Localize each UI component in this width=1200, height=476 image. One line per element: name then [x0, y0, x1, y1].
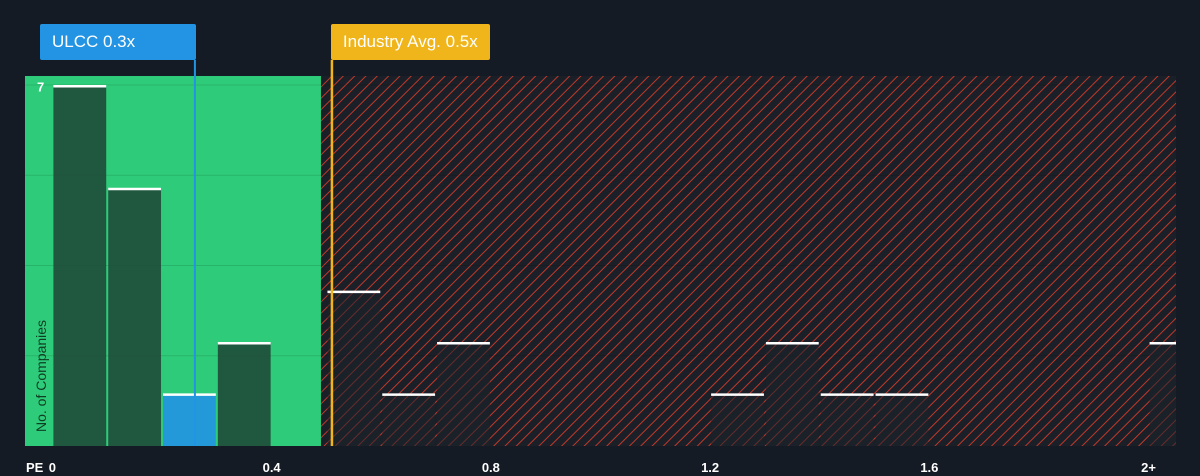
x-tick-label-0: 0 [49, 460, 56, 475]
industry-avg-callout: Industry Avg. 0.5x [330, 24, 490, 60]
x-tick-label-2: 0.8 [482, 460, 500, 475]
x-axis-title: PE [26, 460, 44, 475]
histogram-bar-7 [711, 394, 764, 446]
y-tick-label-0: 7 [37, 79, 44, 94]
histogram-bar-5 [382, 394, 436, 446]
x-tick-label-1: 0.4 [263, 460, 282, 475]
histogram-bar-3 [217, 343, 271, 446]
histogram-bar-6 [437, 343, 490, 446]
x-tick-label-5: 2+ [1141, 460, 1156, 475]
histogram-bar-10 [875, 394, 929, 446]
histogram-bar-2 [163, 394, 216, 446]
x-tick-label-3: 1.2 [701, 460, 719, 475]
histogram-bar-0 [53, 86, 107, 447]
histogram-bar-4 [327, 291, 381, 446]
x-tick-label-4: 1.6 [920, 460, 938, 475]
histogram-bar-8 [765, 343, 819, 446]
histogram-bar-9 [820, 394, 874, 446]
y-axis-title: No. of Companies [33, 320, 49, 432]
company-callout: ULCC 0.3x [40, 24, 196, 60]
histogram-bar-11 [1149, 343, 1176, 446]
histogram-bar-1 [108, 189, 162, 447]
